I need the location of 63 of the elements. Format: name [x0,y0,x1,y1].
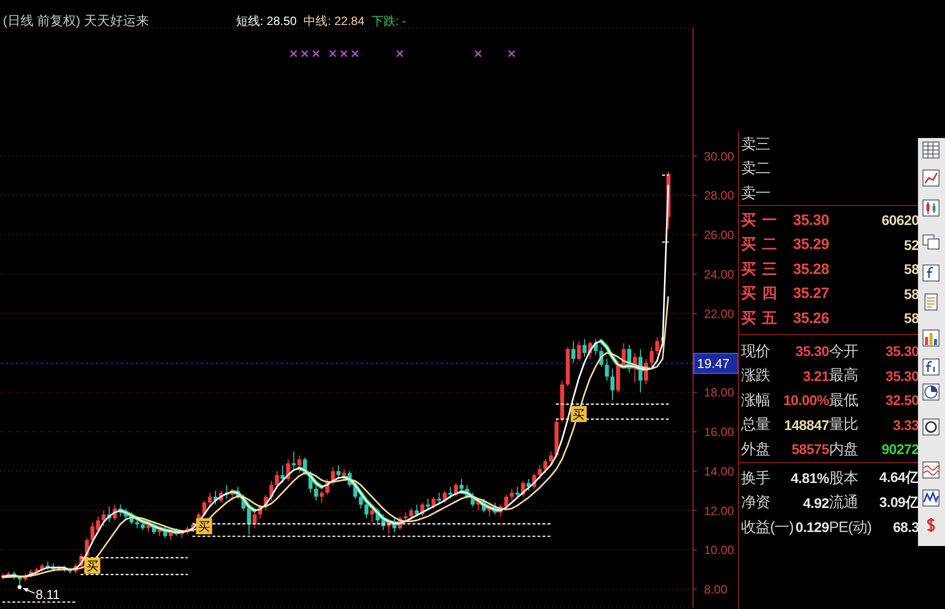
text: 内盘 [829,440,859,459]
text: 买四 35.27 [741,284,829,304]
text: 35.30 [884,368,919,384]
text: 4.92 [802,494,829,511]
data-label: 买 [572,407,585,422]
text: 换手 [741,468,771,488]
y-tick-label: 26.00 [704,228,734,242]
y-tick-label: 12.00 [704,504,734,518]
text: 35.30 [884,343,919,360]
text: 58 [903,310,919,326]
text: 卖一 [741,184,771,203]
text: 下跌: - [371,13,406,30]
text: 买三 35.28 [741,260,829,279]
text: 35.30 [794,343,829,360]
text: 今开 [829,342,859,361]
text: 净资 [741,493,771,512]
text: 现价 [741,342,771,361]
text: 涨跌 [741,366,771,386]
text: 外盘 [741,440,771,459]
text: 148847 [783,416,829,433]
text: 32.50 [884,392,919,408]
text: 流通 [829,493,859,512]
data-label: 买 [86,558,98,573]
text: 4.81% [790,470,829,486]
y-tick-label: 14.00 [704,464,734,478]
text: 短线: 28.50 [236,13,297,30]
text: 收益(一) [741,518,794,537]
text: 量比 [829,415,859,434]
text: 最低 [829,390,859,410]
text: 中线: 22.84 [304,13,364,30]
text: 0.129 [795,519,829,536]
text: 52 [903,236,919,253]
y-tick-label: 10.00 [704,543,734,558]
text: 60620 [880,212,919,228]
text: 3.33 [892,416,919,433]
text: 买五 35.26 [741,308,829,328]
text: 58 [903,286,919,302]
text: 10.00% [782,392,829,408]
text: 涨幅 [741,390,771,410]
text: PE(动) [829,518,872,537]
y-tick-label: 30.00 [704,149,734,164]
y-tick-label: 8.00 [704,582,728,597]
text: 最高 [829,366,859,386]
y-tick-label: 28.00 [704,188,734,203]
data-label: 8.11 [36,587,60,602]
text: 买二 35.29 [741,235,829,254]
text: 90272 [880,441,919,458]
y-tick-label: 22.00 [704,306,734,321]
data-label: 买 [198,520,210,534]
ref-line-label: 19.47 [697,356,730,372]
text: 卖二 [741,159,771,178]
text: 总量 [741,415,771,434]
text: 股本 [829,468,859,488]
y-tick-label: 16.00 [704,424,734,439]
text: 58 [903,261,919,278]
text: 3.21 [802,368,829,384]
chart-title: (日线 前复权) 天天好运来 [3,12,149,30]
text: 买一 35.30 [741,210,829,230]
text: 卖三 [741,134,771,154]
y-tick-label: 24.00 [704,267,734,282]
text: 58575 [790,441,829,458]
y-tick-label: 18.00 [704,386,734,400]
text: 68.3 [892,519,919,536]
